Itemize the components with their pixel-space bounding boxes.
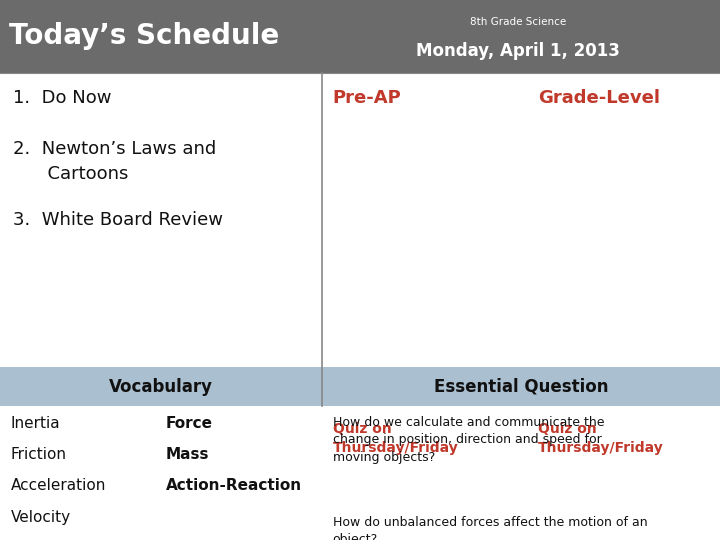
Bar: [0, 367, 322, 406]
Bar: [322, 367, 720, 406]
Text: 8th Grade Science: 8th Grade Science: [470, 17, 567, 27]
Text: Vocabulary: Vocabulary: [109, 377, 213, 396]
Text: Action-Reaction: Action-Reaction: [166, 478, 302, 494]
Text: Velocity: Velocity: [11, 510, 71, 525]
Text: Monday, April 1, 2013: Monday, April 1, 2013: [416, 42, 621, 60]
Text: Force: Force: [166, 416, 212, 431]
Text: Mass: Mass: [166, 447, 209, 462]
Bar: [0, 0, 720, 73]
Text: Essential Question: Essential Question: [433, 377, 608, 396]
Text: 1.  Do Now: 1. Do Now: [13, 89, 112, 107]
Text: Quiz on
Thursday/Friday: Quiz on Thursday/Friday: [538, 422, 664, 455]
Text: 3.  White Board Review: 3. White Board Review: [13, 211, 223, 228]
Text: 2.  Newton’s Laws and
      Cartoons: 2. Newton’s Laws and Cartoons: [13, 140, 216, 184]
Text: Friction: Friction: [11, 447, 67, 462]
Text: How do unbalanced forces affect the motion of an
object?: How do unbalanced forces affect the moti…: [333, 516, 647, 540]
Text: Inertia: Inertia: [11, 416, 60, 431]
Text: Grade-Level: Grade-Level: [538, 89, 660, 107]
Text: Today’s Schedule: Today’s Schedule: [9, 23, 279, 50]
Text: Acceleration: Acceleration: [11, 478, 106, 494]
Text: Pre-AP: Pre-AP: [333, 89, 401, 107]
Text: How do we calculate and communicate the
change in position, direction and speed : How do we calculate and communicate the …: [333, 416, 604, 464]
Text: Quiz on
Thursday/Friday: Quiz on Thursday/Friday: [333, 422, 459, 455]
